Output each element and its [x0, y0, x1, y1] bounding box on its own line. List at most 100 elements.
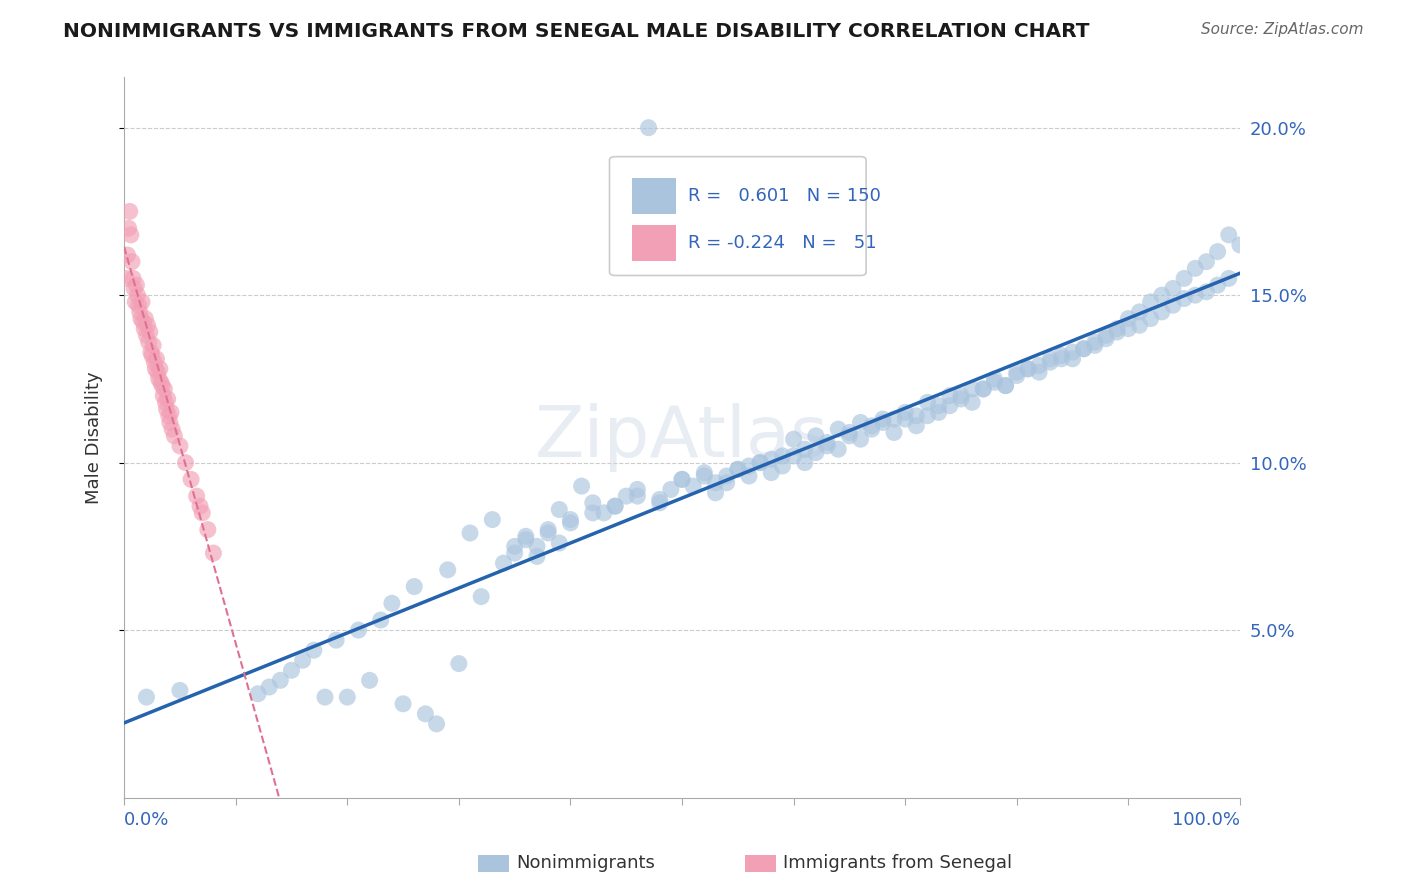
Point	[1128, 318, 1150, 333]
Point	[1118, 321, 1140, 335]
Point	[659, 483, 682, 497]
Point	[1107, 321, 1129, 335]
Point	[325, 633, 347, 648]
Point	[849, 432, 872, 446]
Point	[359, 673, 381, 688]
Point	[782, 449, 804, 463]
Point	[180, 472, 202, 486]
Point	[447, 657, 470, 671]
Point	[917, 395, 939, 409]
Point	[738, 458, 761, 473]
Point	[793, 456, 815, 470]
Point	[122, 281, 145, 295]
Text: Source: ZipAtlas.com: Source: ZipAtlas.com	[1201, 22, 1364, 37]
Point	[872, 412, 894, 426]
Point	[269, 673, 291, 688]
Point	[671, 472, 693, 486]
Text: Nonimmigrants: Nonimmigrants	[516, 855, 655, 872]
Point	[928, 405, 950, 419]
Point	[548, 502, 571, 516]
Point	[157, 409, 180, 423]
Point	[1028, 359, 1050, 373]
Point	[1017, 362, 1039, 376]
Point	[815, 435, 838, 450]
Point	[960, 382, 983, 396]
Point	[1050, 351, 1073, 366]
Point	[1005, 365, 1028, 379]
Point	[291, 653, 314, 667]
Point	[860, 418, 883, 433]
Point	[1184, 288, 1206, 302]
Point	[143, 355, 166, 369]
Point	[156, 392, 179, 406]
Point	[716, 469, 738, 483]
Point	[128, 305, 150, 319]
Point	[122, 271, 145, 285]
Point	[169, 683, 191, 698]
Point	[1173, 292, 1195, 306]
Point	[202, 546, 225, 560]
Point	[117, 221, 139, 235]
Point	[1150, 305, 1173, 319]
Point	[905, 409, 928, 423]
Point	[1084, 334, 1107, 349]
FancyBboxPatch shape	[609, 157, 866, 276]
Point	[983, 376, 1005, 390]
Point	[152, 389, 174, 403]
Point	[704, 475, 727, 490]
Point	[1139, 311, 1161, 326]
Point	[481, 512, 503, 526]
Point	[169, 439, 191, 453]
Point	[150, 378, 173, 392]
Point	[370, 613, 392, 627]
Point	[928, 399, 950, 413]
Point	[1107, 325, 1129, 339]
Point	[582, 496, 605, 510]
Point	[1195, 254, 1218, 268]
Point	[648, 492, 671, 507]
Point	[1128, 305, 1150, 319]
Point	[827, 442, 849, 457]
Point	[582, 506, 605, 520]
Point	[548, 536, 571, 550]
Point	[115, 271, 138, 285]
Point	[761, 452, 783, 467]
Point	[994, 378, 1017, 392]
Point	[593, 506, 616, 520]
Point	[603, 499, 626, 513]
Point	[1084, 338, 1107, 352]
Text: 0.0%: 0.0%	[124, 811, 170, 829]
Point	[749, 456, 772, 470]
Text: NONIMMIGRANTS VS IMMIGRANTS FROM SENEGAL MALE DISABILITY CORRELATION CHART: NONIMMIGRANTS VS IMMIGRANTS FROM SENEGAL…	[63, 22, 1090, 41]
Point	[1028, 365, 1050, 379]
Point	[314, 690, 336, 704]
Point	[425, 717, 447, 731]
Point	[1184, 261, 1206, 276]
Point	[1073, 342, 1095, 356]
Point	[749, 456, 772, 470]
Point	[693, 469, 716, 483]
Point	[145, 362, 167, 376]
Point	[983, 372, 1005, 386]
Point	[860, 422, 883, 436]
Point	[761, 466, 783, 480]
Point	[159, 416, 181, 430]
Point	[127, 288, 149, 302]
Point	[1005, 368, 1028, 383]
Point	[247, 687, 270, 701]
Point	[526, 549, 548, 564]
Point	[939, 399, 962, 413]
Point	[1206, 278, 1229, 293]
Text: 100.0%: 100.0%	[1173, 811, 1240, 829]
Point	[470, 590, 492, 604]
Point	[148, 372, 170, 386]
Point	[138, 334, 160, 349]
Point	[626, 489, 648, 503]
Point	[827, 422, 849, 436]
Point	[134, 311, 156, 326]
Point	[772, 458, 794, 473]
Point	[1161, 298, 1184, 312]
Point	[458, 525, 481, 540]
Text: ZipAtlas: ZipAtlas	[536, 403, 830, 472]
Point	[347, 623, 370, 637]
